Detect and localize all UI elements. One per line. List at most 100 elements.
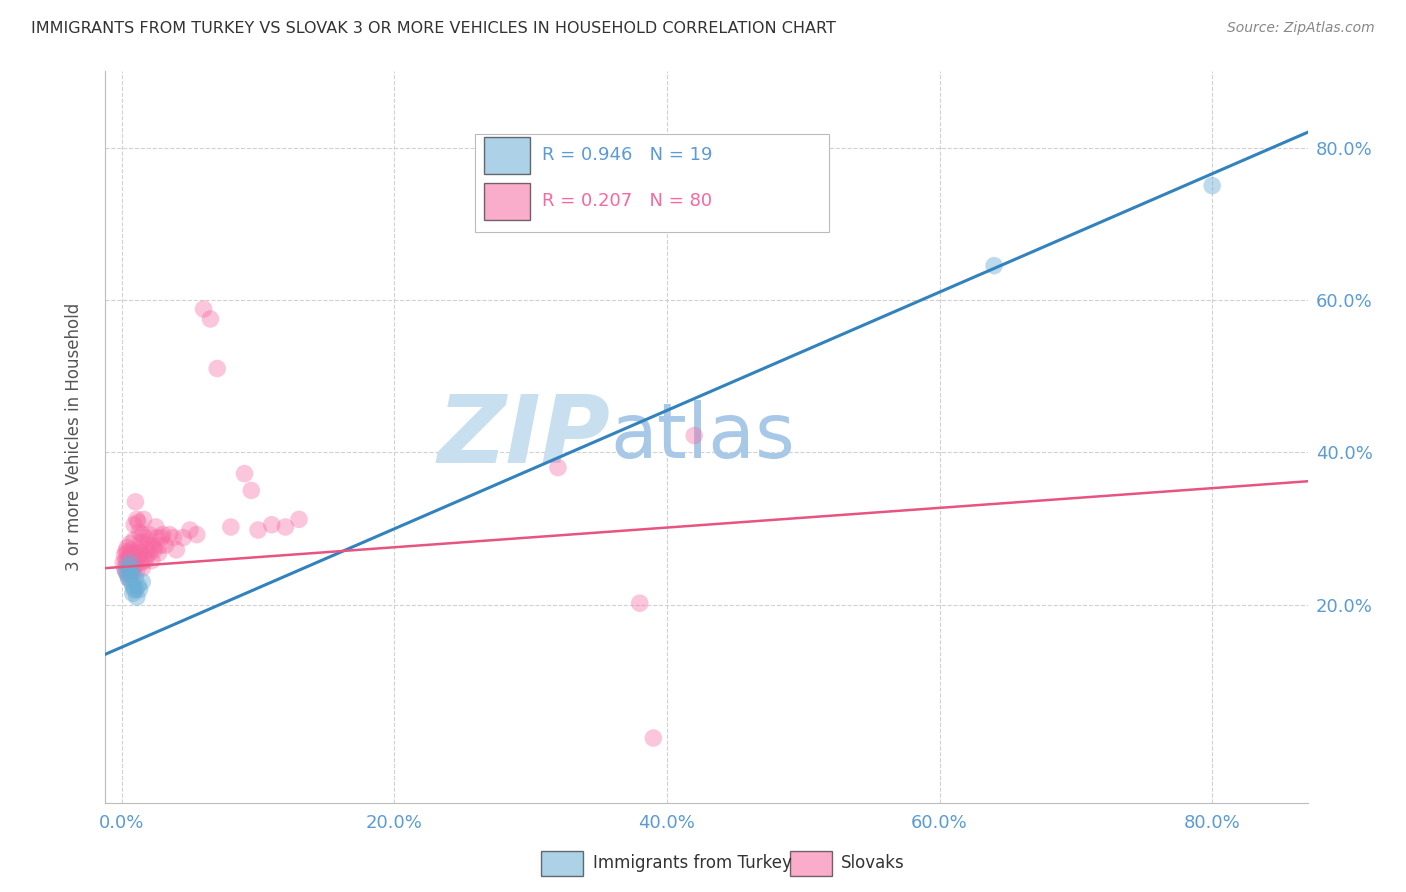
Point	[128, 525, 150, 540]
Text: Source: ZipAtlas.com: Source: ZipAtlas.com	[1227, 21, 1375, 36]
Point	[124, 495, 146, 509]
Point	[118, 537, 141, 551]
Point	[120, 563, 142, 577]
Point	[141, 553, 163, 567]
Point	[150, 531, 173, 545]
Point	[121, 586, 143, 600]
Point	[120, 553, 142, 567]
Point	[114, 548, 136, 562]
Point	[115, 565, 138, 579]
Point	[131, 574, 153, 589]
Point	[134, 531, 156, 545]
Point	[122, 517, 145, 532]
Point	[124, 546, 146, 560]
Point	[117, 561, 139, 575]
Point	[124, 571, 146, 585]
Point	[193, 302, 215, 317]
Point	[1201, 178, 1223, 193]
Point	[118, 567, 141, 582]
Point	[125, 590, 148, 604]
Point	[118, 556, 141, 570]
Text: R = 0.207   N = 80: R = 0.207 N = 80	[541, 192, 711, 210]
Point	[135, 550, 157, 565]
Text: ZIP: ZIP	[437, 391, 610, 483]
Point	[121, 579, 143, 593]
Point	[127, 542, 149, 557]
Point	[148, 546, 170, 560]
Point	[233, 467, 256, 481]
Point	[129, 546, 152, 560]
Point	[135, 542, 157, 557]
Point	[118, 553, 141, 567]
Point	[117, 541, 139, 555]
Point	[122, 550, 145, 565]
Point	[121, 563, 143, 577]
Point	[134, 553, 156, 567]
Point	[129, 535, 152, 549]
Point	[125, 512, 148, 526]
Point	[138, 546, 160, 560]
Point	[200, 312, 222, 326]
Point	[120, 574, 142, 589]
Point	[240, 483, 263, 498]
Point	[172, 531, 194, 545]
Point	[120, 542, 142, 557]
Point	[142, 541, 165, 555]
Point	[131, 527, 153, 541]
Point	[219, 520, 242, 534]
Point	[122, 582, 145, 597]
Point	[127, 516, 149, 530]
Point	[155, 538, 177, 552]
Point	[115, 563, 138, 577]
Point	[162, 531, 184, 545]
Point	[247, 523, 270, 537]
Point	[288, 512, 311, 526]
Point	[125, 550, 148, 565]
Point	[683, 428, 706, 442]
Point	[117, 556, 139, 570]
Point	[124, 558, 146, 573]
Point	[128, 582, 150, 597]
Point	[118, 548, 141, 562]
Point	[145, 520, 167, 534]
Point	[112, 556, 135, 570]
Point	[129, 556, 152, 570]
Point	[127, 579, 149, 593]
FancyBboxPatch shape	[484, 183, 530, 219]
Point	[136, 535, 159, 549]
Point	[115, 553, 138, 567]
Point	[117, 571, 139, 585]
Point	[114, 561, 136, 575]
Point	[117, 567, 139, 582]
Point	[138, 527, 160, 541]
Point	[132, 512, 155, 526]
Point	[121, 546, 143, 560]
Point	[128, 548, 150, 562]
Point	[117, 550, 139, 565]
Point	[117, 571, 139, 585]
Point	[139, 538, 162, 552]
Point	[179, 523, 201, 537]
Point	[983, 259, 1005, 273]
Point	[118, 563, 141, 577]
Text: atlas: atlas	[610, 401, 796, 474]
Point	[115, 544, 138, 558]
Point	[643, 731, 665, 745]
Point	[132, 552, 155, 566]
Point	[547, 460, 569, 475]
Point	[117, 546, 139, 560]
Point	[205, 361, 228, 376]
Point	[131, 561, 153, 575]
Point	[146, 531, 169, 545]
Point	[121, 556, 143, 570]
Point	[122, 533, 145, 547]
Point	[159, 527, 181, 541]
Point	[149, 538, 172, 552]
Text: R = 0.946   N = 19: R = 0.946 N = 19	[541, 146, 713, 164]
Point	[125, 563, 148, 577]
Point	[165, 542, 187, 557]
Point	[143, 542, 166, 557]
Point	[117, 559, 139, 574]
Point	[274, 520, 297, 534]
Point	[186, 527, 208, 541]
